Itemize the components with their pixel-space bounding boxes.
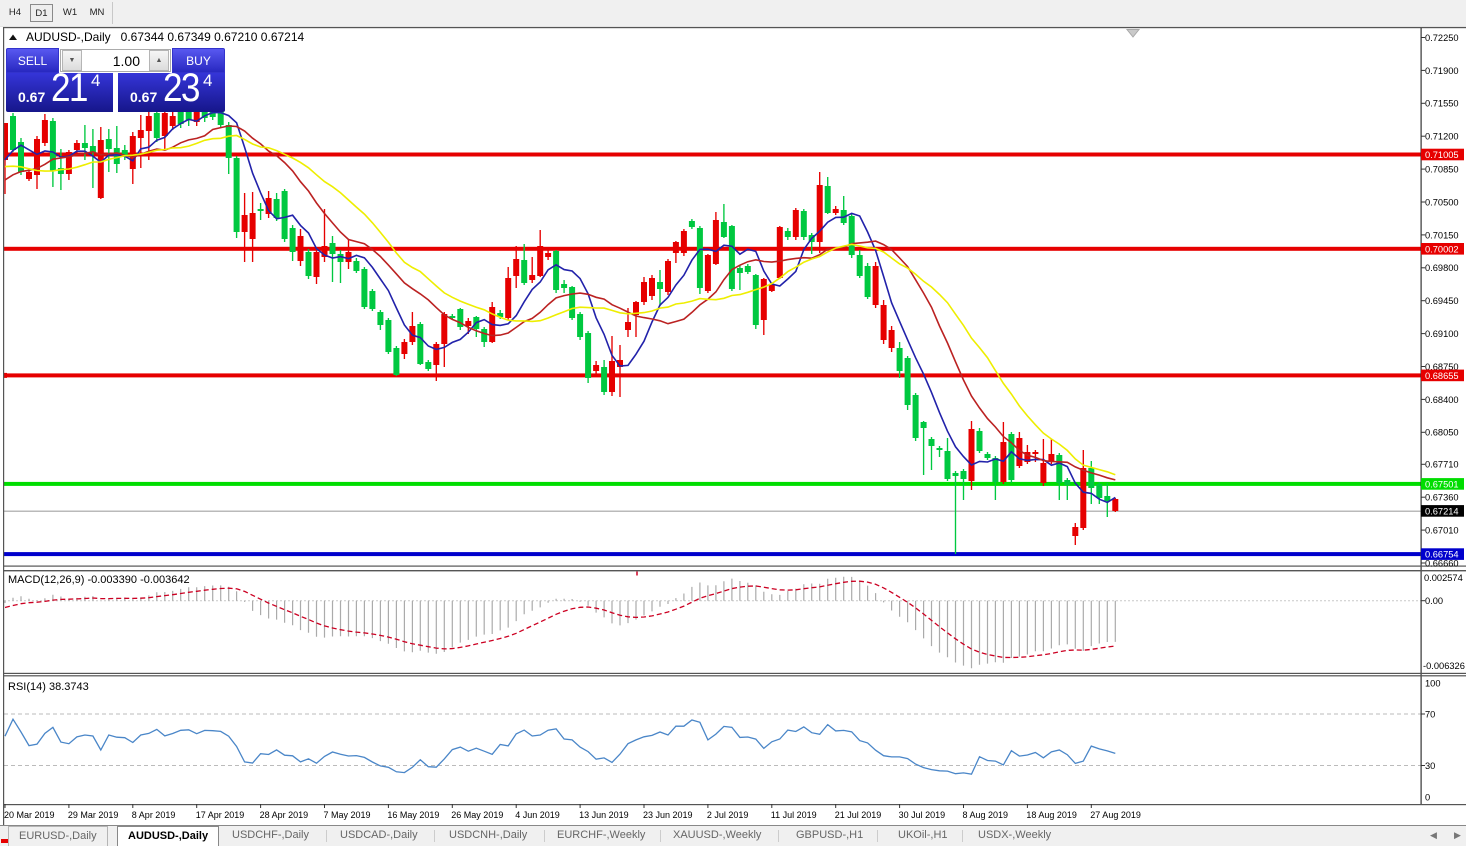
svg-text:0.67214: 0.67214 (1425, 506, 1459, 516)
svg-text:2 Jul 2019: 2 Jul 2019 (707, 810, 749, 820)
svg-text:0.71200: 0.71200 (1425, 132, 1459, 142)
svg-text:26 May 2019: 26 May 2019 (451, 810, 503, 820)
svg-text:0.68750: 0.68750 (1425, 362, 1459, 372)
svg-text:30 Jul 2019: 30 Jul 2019 (899, 810, 946, 820)
svg-text:0.67010: 0.67010 (1425, 526, 1459, 536)
svg-text:0.67710: 0.67710 (1425, 460, 1459, 470)
svg-text:0.002574: 0.002574 (1424, 573, 1463, 583)
svg-text:16 May 2019: 16 May 2019 (387, 810, 439, 820)
svg-text:8 Aug 2019: 8 Aug 2019 (963, 810, 1009, 820)
svg-text:0.69800: 0.69800 (1425, 263, 1459, 273)
svg-text:0.71550: 0.71550 (1425, 99, 1459, 109)
svg-text:0.72250: 0.72250 (1425, 33, 1459, 43)
svg-text:30: 30 (1425, 761, 1435, 771)
svg-text:0.70850: 0.70850 (1425, 165, 1459, 175)
svg-text:0.66660: 0.66660 (1425, 558, 1459, 568)
svg-text:RSI(14) 38.3743: RSI(14) 38.3743 (8, 681, 89, 693)
svg-text:20 Mar 2019: 20 Mar 2019 (4, 810, 55, 820)
svg-text:0.70500: 0.70500 (1425, 197, 1459, 207)
svg-text:13 Jun 2019: 13 Jun 2019 (579, 810, 629, 820)
svg-text:AUDUSD-,Daily 0.67344 0.6734: AUDUSD-,Daily 0.67344 0.67349 0.67210 0.… (26, 30, 305, 44)
svg-text:-0.006326: -0.006326 (1423, 661, 1465, 671)
svg-text:0.68655: 0.68655 (1425, 371, 1459, 381)
svg-text:27 Aug 2019: 27 Aug 2019 (1090, 810, 1141, 820)
svg-text:23 Jun 2019: 23 Jun 2019 (643, 810, 693, 820)
svg-text:18 Aug 2019: 18 Aug 2019 (1026, 810, 1077, 820)
svg-text:7 May 2019: 7 May 2019 (324, 810, 371, 820)
svg-text:0.68050: 0.68050 (1425, 428, 1459, 438)
svg-text:0.68400: 0.68400 (1425, 395, 1459, 405)
svg-text:0.71005: 0.71005 (1425, 150, 1459, 160)
svg-text:0.69450: 0.69450 (1425, 296, 1459, 306)
svg-text:0.69100: 0.69100 (1425, 329, 1459, 339)
svg-text:0.67501: 0.67501 (1425, 479, 1459, 489)
svg-text:100: 100 (1425, 679, 1441, 689)
svg-text:70: 70 (1425, 709, 1435, 719)
svg-text:MACD(12,26,9) -0.003390 -0.003: MACD(12,26,9) -0.003390 -0.003642 (8, 574, 190, 586)
svg-text:28 Apr 2019: 28 Apr 2019 (260, 810, 309, 820)
svg-text:0: 0 (1425, 793, 1430, 803)
svg-text:8 Apr 2019: 8 Apr 2019 (132, 810, 176, 820)
svg-text:21 Jul 2019: 21 Jul 2019 (835, 810, 882, 820)
svg-text:0.00: 0.00 (1425, 596, 1443, 606)
svg-text:0.66754: 0.66754 (1425, 550, 1459, 560)
svg-text:11 Jul 2019: 11 Jul 2019 (771, 810, 817, 820)
svg-text:0.70150: 0.70150 (1425, 230, 1459, 240)
svg-text:0.71900: 0.71900 (1425, 66, 1459, 76)
svg-text:17 Apr 2019: 17 Apr 2019 (196, 810, 245, 820)
svg-text:29 Mar 2019: 29 Mar 2019 (68, 810, 119, 820)
svg-text:4 Jun 2019: 4 Jun 2019 (515, 810, 560, 820)
svg-text:0.70002: 0.70002 (1425, 244, 1459, 254)
svg-text:0.67360: 0.67360 (1425, 493, 1459, 503)
